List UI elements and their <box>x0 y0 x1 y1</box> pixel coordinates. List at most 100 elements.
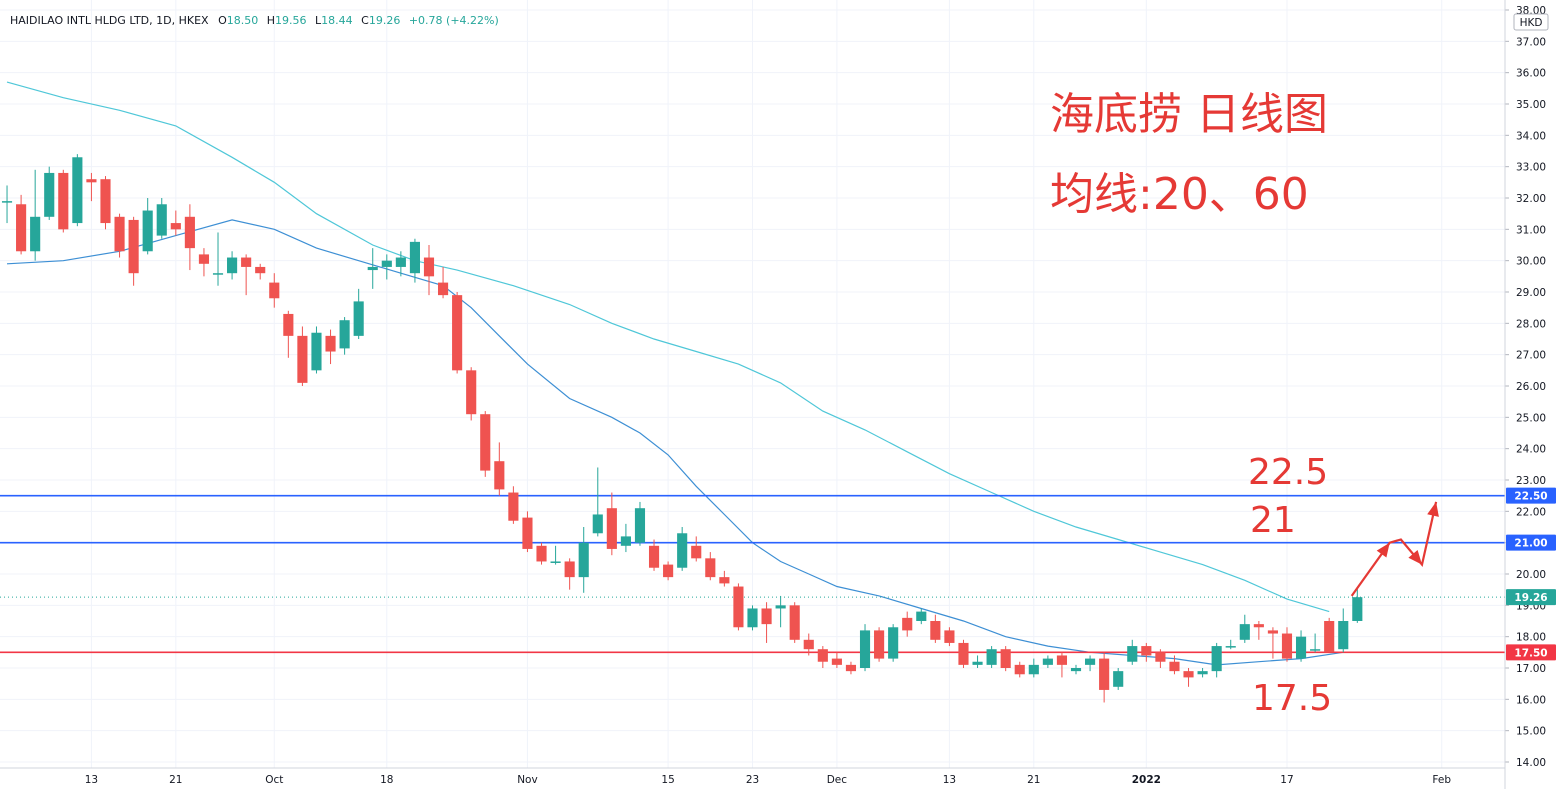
candle <box>30 169 41 261</box>
price-axis[interactable]: 14.0015.0016.0017.0018.0019.0020.0021.00… <box>1504 0 1556 789</box>
candle <box>480 411 491 477</box>
candle-body <box>156 204 167 236</box>
candle-body <box>452 295 463 371</box>
candle-body <box>128 219 139 274</box>
candle-body <box>100 179 111 224</box>
candle-body <box>381 260 392 267</box>
y-tick-label: 30.00 <box>1516 256 1546 268</box>
candle-body <box>817 649 828 662</box>
candle <box>1225 639 1236 650</box>
candle-body <box>297 335 308 383</box>
time-axis[interactable]: 13 21 Oct 18 Nov 15 23 Dec 13 21 2022 17 Feb <box>0 767 1505 786</box>
candle-body <box>733 586 744 628</box>
candle <box>1141 642 1152 662</box>
candle-body <box>1338 621 1349 650</box>
candle <box>1239 614 1250 643</box>
candle-body <box>789 605 800 640</box>
candle <box>1042 655 1053 668</box>
candle-body <box>719 577 730 584</box>
candle <box>128 216 139 286</box>
candle <box>227 251 238 280</box>
candle <box>1324 617 1335 653</box>
candle <box>634 501 646 546</box>
candle <box>241 254 252 296</box>
candles <box>1 154 1363 703</box>
candle-body <box>437 282 449 296</box>
candle-body <box>972 661 983 665</box>
candle-body <box>184 216 195 249</box>
x-tick-label: Feb <box>1432 774 1451 786</box>
candle-body <box>1225 646 1236 648</box>
candle <box>902 611 913 637</box>
open-label: O <box>218 14 227 27</box>
candle-body <box>114 216 125 252</box>
ma60-path <box>6 81 1330 613</box>
candle-body <box>522 517 533 549</box>
candle <box>297 326 308 386</box>
candle <box>1352 587 1363 623</box>
candle-body <box>1211 646 1222 672</box>
candle <box>255 263 266 280</box>
close-label: C <box>361 14 369 27</box>
x-tick-label: 13 <box>85 774 98 786</box>
candle-body <box>494 461 505 490</box>
candle-body <box>1295 636 1307 659</box>
x-tick-label: Oct <box>265 774 283 786</box>
candle-body <box>705 558 716 578</box>
candle <box>620 523 631 553</box>
y-tick-label: 16.00 <box>1516 694 1546 706</box>
candle <box>452 292 463 374</box>
candle <box>1099 652 1110 703</box>
level-17-5-annotation: 17.5 <box>1252 678 1333 719</box>
level-tag-label: 17.50 <box>1514 647 1547 659</box>
candle <box>353 288 364 339</box>
candle-body <box>508 492 519 521</box>
candle <box>1056 652 1068 678</box>
high-value: 19.56 <box>275 14 307 27</box>
ma20-line <box>6 219 1344 666</box>
level-22-5-annotation: 22.5 <box>1248 452 1329 493</box>
arrow-head-up-2 <box>1427 501 1439 517</box>
candle <box>775 595 786 628</box>
candle <box>1028 658 1039 678</box>
y-tick-label: 34.00 <box>1516 130 1546 142</box>
candle-body <box>648 545 660 568</box>
candle-body <box>423 257 435 277</box>
x-tick-label: 17 <box>1280 774 1293 786</box>
candle <box>536 542 547 565</box>
candle <box>1267 627 1278 659</box>
x-tick-label: Nov <box>517 774 538 786</box>
x-tick-label: 13 <box>943 774 956 786</box>
candle <box>508 486 519 524</box>
candle-body <box>1352 597 1363 621</box>
candle <box>381 254 392 280</box>
candle <box>466 367 477 421</box>
candle-body <box>170 223 181 230</box>
candle <box>845 661 857 675</box>
candle <box>916 608 927 625</box>
candle <box>817 646 828 668</box>
candle <box>212 232 224 286</box>
candle-body <box>1056 655 1068 665</box>
candle <box>986 646 997 668</box>
candle <box>325 329 336 365</box>
candle-body <box>1267 630 1278 634</box>
candle-body <box>30 216 41 252</box>
y-tick-label: 28.00 <box>1516 318 1546 330</box>
horizontal-levels[interactable] <box>0 494 1505 654</box>
currency-label: HKD <box>1520 17 1543 29</box>
candle-body <box>831 658 842 665</box>
y-tick-label: 33.00 <box>1516 162 1546 174</box>
level-tag <box>1506 644 1556 661</box>
candle-body <box>58 172 69 230</box>
candle <box>522 511 533 553</box>
candle <box>859 624 871 672</box>
candle-body <box>1183 671 1194 678</box>
candle <box>958 639 969 668</box>
candle-body <box>930 621 941 640</box>
candle <box>592 467 603 537</box>
candle <box>606 492 617 556</box>
grid <box>0 0 1505 768</box>
